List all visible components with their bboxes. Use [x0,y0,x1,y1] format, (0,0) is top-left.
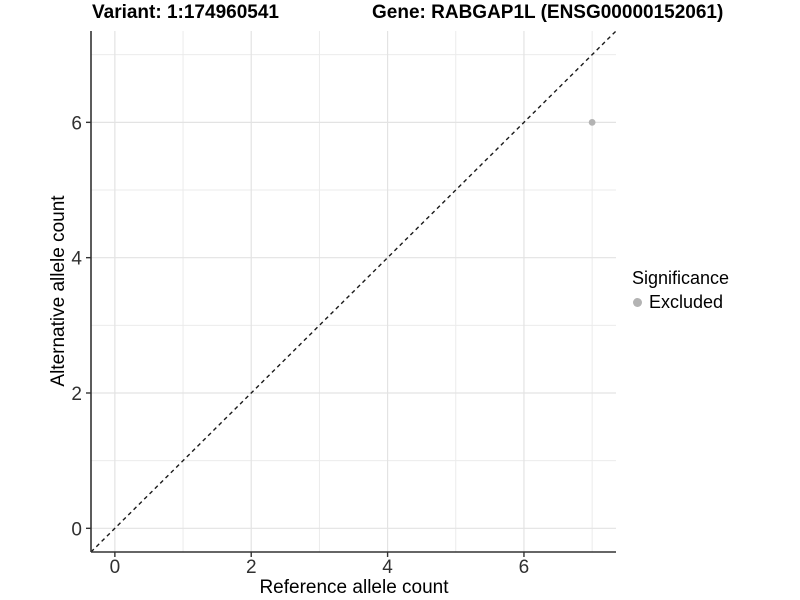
y-axis-label: Alternative allele count [48,195,69,387]
y-tick-label: 0 [71,519,82,540]
x-tick-label: 6 [519,557,530,578]
x-tick-label: 0 [110,557,121,578]
y-tick-label: 4 [71,249,82,270]
legend-item-label: Excluded [649,292,724,312]
excluded-point-icon [633,298,642,307]
legend-item-excluded: Excluded [630,292,729,313]
x-tick-label: 4 [382,557,393,578]
data-point [588,118,596,126]
x-tick-label: 2 [246,557,257,578]
y-tick-label: 6 [71,113,82,134]
legend-title: Significance [632,268,730,288]
variant-title: Variant: 1:174960541 [92,2,279,23]
legend: Significance Excluded [630,268,729,313]
y-tick-label: 2 [71,384,82,405]
x-axis-label: Reference allele count [259,577,449,598]
identity-reference-line [90,30,617,553]
gene-title: Gene: RABGAP1L (ENSG00000152061) [372,2,724,23]
